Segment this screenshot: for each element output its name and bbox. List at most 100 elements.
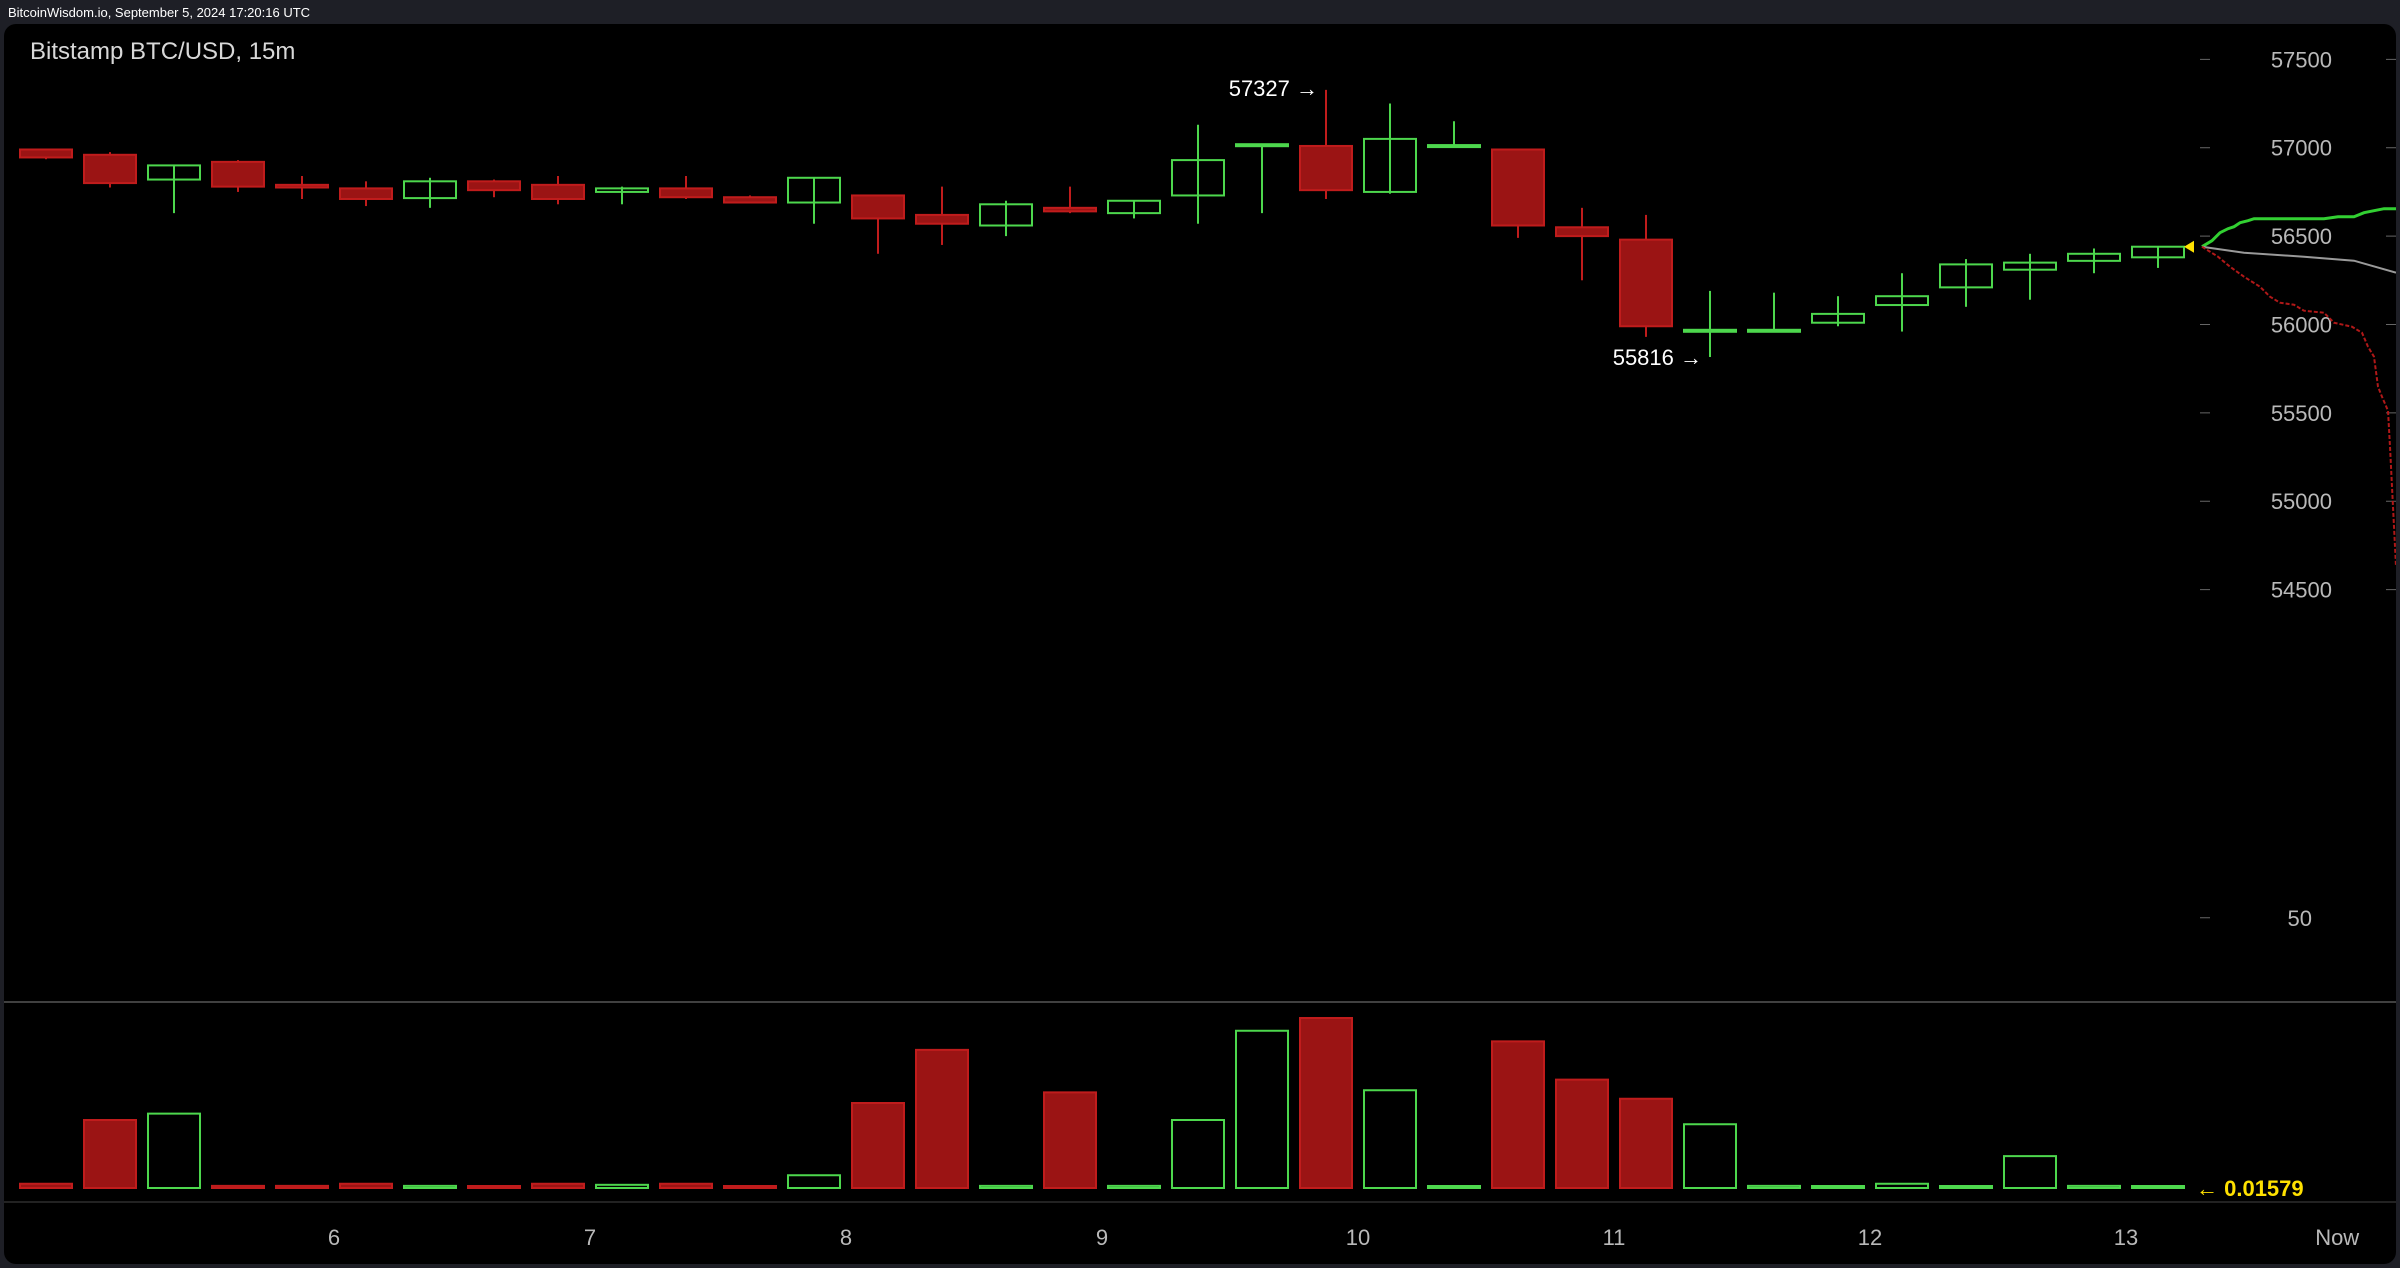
time-tick-label: Now [2315, 1225, 2359, 1250]
candle-body [1235, 143, 1289, 148]
volume-bar [915, 1048, 969, 1189]
volume-bar [1363, 1089, 1417, 1189]
volume-bar [1555, 1078, 1609, 1189]
time-tick-label: 6 [328, 1225, 340, 1250]
volume-bar [275, 1184, 329, 1189]
volume-bar [403, 1184, 457, 1189]
volume-bar [723, 1185, 777, 1189]
price-tick-label: 55000 [2271, 489, 2332, 514]
volume-bar [1491, 1040, 1545, 1189]
price-extreme-annotation: 55816 → [1613, 345, 1702, 370]
volume-bar [1875, 1182, 1929, 1189]
candle-body [83, 153, 137, 185]
candle-body [19, 148, 73, 159]
volume-bar [1107, 1184, 1161, 1189]
timestamp-stamp: BitcoinWisdom.io, September 5, 2024 17:2… [8, 5, 311, 20]
candle-body [339, 187, 393, 200]
depth-lines-layer [2201, 207, 2396, 567]
bid-depth-line [2201, 245, 2396, 567]
annotations-layer: ← 0.01579 57327 → 55816 → [1229, 76, 2304, 1201]
candle-body [1939, 263, 1993, 289]
price-axis: 57500 57000 56500 56000 55500 55000 54500 [2200, 47, 2396, 603]
candle-body [147, 164, 201, 181]
candle-body [1875, 295, 1929, 307]
candle-body [1555, 226, 1609, 238]
volume-bar [1235, 1029, 1289, 1189]
time-tick-label: 8 [840, 1225, 852, 1250]
time-tick-label: 13 [2114, 1225, 2138, 1250]
top-bar: BitcoinWisdom.io, September 5, 2024 17:2… [0, 0, 2400, 24]
candle-body [211, 160, 265, 188]
candle-body [275, 183, 329, 189]
mid-depth-line [2201, 245, 2396, 274]
price-tick-label: 56000 [2271, 312, 2332, 337]
candle-body [1427, 144, 1481, 149]
candle-body [1811, 312, 1865, 324]
candle-body [467, 180, 521, 192]
volume-bar [2003, 1155, 2057, 1189]
volume-bar [1299, 1017, 1353, 1189]
candle-body [1299, 144, 1353, 192]
price-tick-label: 54500 [2271, 578, 2332, 603]
candle-body [1747, 328, 1801, 333]
volume-bar [851, 1102, 905, 1189]
volume-bar [1619, 1097, 1673, 1189]
candle-body [1363, 137, 1417, 193]
price-tick-label: 55500 [2271, 401, 2332, 426]
time-tick-label: 11 [1603, 1225, 1626, 1250]
price-chart[interactable]: Bitstamp BTC/USD, 15m 57500 57000 56500 560… [4, 24, 2396, 1264]
time-tick-label: 9 [1096, 1225, 1108, 1250]
candle-body [2003, 261, 2057, 271]
candle-body [1043, 206, 1097, 213]
current-volume-label: ← 0.01579 [2196, 1176, 2304, 1201]
chart-frame: Bitstamp BTC/USD, 15m 57500 57000 56500 560… [4, 24, 2396, 1264]
candle-body [1683, 328, 1737, 333]
volume-bar [1171, 1119, 1225, 1189]
time-axis: 6 7 8 9 10 11 12 13 Now [328, 1225, 2359, 1250]
volume-bar [83, 1119, 137, 1189]
volume-bar [787, 1174, 841, 1189]
candle-body [979, 203, 1033, 227]
volume-bars-layer [19, 1017, 2185, 1189]
volume-bar [979, 1184, 1033, 1189]
volume-bar [595, 1183, 649, 1189]
time-tick-label: 7 [584, 1225, 596, 1250]
volume-axis: 50 [2200, 906, 2312, 931]
current-price-marker [2184, 240, 2194, 253]
volume-bar [1939, 1185, 1993, 1189]
candle-body [531, 183, 585, 200]
candle-body [2131, 245, 2185, 259]
candle-body [1491, 148, 1545, 227]
volume-bar [531, 1182, 585, 1189]
candle-body [595, 187, 649, 193]
candle-body [787, 176, 841, 204]
ask-depth-line [2201, 207, 2396, 248]
volume-tick-label: 50 [2288, 906, 2312, 931]
volume-bar [147, 1112, 201, 1189]
price-extreme-annotation: 57327 → [1229, 76, 1318, 101]
volume-bar [19, 1182, 73, 1189]
candles-layer [19, 89, 2185, 358]
candle-body [915, 213, 969, 225]
price-tick-label: 57000 [2271, 136, 2332, 161]
price-tick-label: 56500 [2271, 224, 2332, 249]
volume-bar [339, 1182, 393, 1189]
candle-body [1619, 238, 1673, 328]
candle-body [2067, 252, 2121, 262]
volume-bar [1427, 1185, 1481, 1189]
volume-bar [211, 1184, 265, 1189]
volume-bar [1811, 1185, 1865, 1189]
candle-body [1171, 159, 1225, 197]
time-tick-label: 10 [1346, 1225, 1370, 1250]
volume-bar [2131, 1185, 2185, 1189]
candle-body [403, 180, 457, 200]
price-tick-label: 57500 [2271, 47, 2332, 72]
volume-bar [467, 1185, 521, 1189]
candle-body [1107, 199, 1161, 215]
candle-body [851, 194, 905, 220]
candle-body [659, 187, 713, 199]
volume-bar [2067, 1184, 2121, 1189]
time-tick-label: 12 [1858, 1225, 1882, 1250]
volume-bar [1043, 1091, 1097, 1189]
volume-bar [659, 1182, 713, 1189]
